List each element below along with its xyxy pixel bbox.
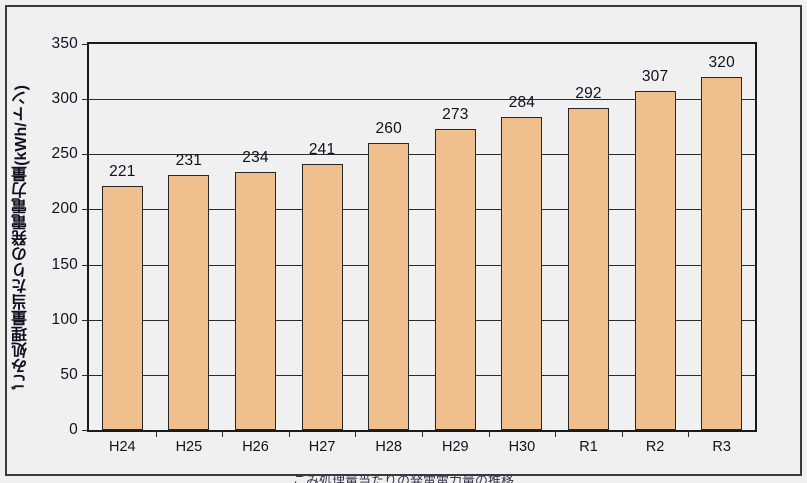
y-axis-tick-mark bbox=[82, 430, 89, 431]
y-gridline bbox=[89, 154, 755, 156]
x-axis-tick-mark bbox=[288, 430, 290, 437]
bar-value-label: 284 bbox=[508, 93, 536, 111]
y-axis-tick-mark bbox=[82, 154, 89, 156]
bar-value-label: 292 bbox=[575, 84, 602, 102]
bar-value-label: 234 bbox=[242, 148, 269, 166]
x-axis-tick-label: R2 bbox=[645, 439, 665, 455]
y-axis-title: ごみ処理量当たりの発電電力量(kWh/トン) bbox=[10, 42, 34, 432]
x-axis-tick-label: R1 bbox=[579, 439, 598, 455]
y-axis-tick-mark bbox=[82, 264, 89, 266]
bar[interactable] bbox=[501, 116, 543, 430]
y-axis-tick-mark bbox=[82, 99, 89, 101]
bar[interactable] bbox=[235, 171, 276, 430]
y-axis-tick-label: 200 bbox=[51, 200, 78, 218]
bar-value-label: 241 bbox=[308, 141, 336, 159]
bar-value-label: 231 bbox=[175, 152, 203, 170]
y-axis-tick-mark bbox=[82, 319, 89, 321]
bar[interactable] bbox=[434, 128, 476, 430]
x-axis-tick-label: H29 bbox=[441, 439, 469, 455]
bar-value-label: 273 bbox=[442, 105, 469, 123]
y-axis-tick-label: 50 bbox=[60, 365, 78, 383]
plot-area: 0 50 100 150 200 250 300 350 221 H24 231 H25 234 H26 2… bbox=[52, 35, 757, 455]
bar-value-label: 221 bbox=[109, 163, 136, 181]
x-axis-tick-label: R3 bbox=[712, 439, 731, 455]
x-axis-tick-mark bbox=[155, 430, 157, 437]
x-axis-tick-label: H24 bbox=[108, 439, 136, 455]
y-axis-tick-label: 300 bbox=[51, 90, 78, 108]
bar[interactable] bbox=[368, 143, 410, 430]
bar-value-label: 260 bbox=[375, 120, 402, 138]
x-axis-tick-mark bbox=[488, 430, 490, 437]
bar[interactable] bbox=[168, 175, 210, 430]
x-axis-tick-label: H30 bbox=[508, 439, 536, 455]
x-axis-tick-mark bbox=[422, 430, 423, 437]
y-gridline bbox=[89, 374, 755, 376]
x-axis-tick-label: H28 bbox=[375, 439, 402, 455]
x-axis-tick-mark bbox=[555, 430, 557, 437]
bar[interactable] bbox=[568, 107, 609, 430]
bar-value-label: 320 bbox=[708, 54, 735, 72]
bar-value-label: 307 bbox=[641, 68, 669, 86]
bar[interactable] bbox=[701, 77, 743, 430]
x-axis-tick-mark bbox=[688, 430, 690, 437]
x-axis-tick-label: H25 bbox=[175, 439, 203, 455]
y-gridline bbox=[89, 264, 755, 266]
y-axis-tick-mark bbox=[82, 209, 89, 211]
y-axis-tick-label: 250 bbox=[51, 145, 78, 163]
y-gridline bbox=[89, 319, 755, 321]
y-axis-tick-label: 350 bbox=[51, 35, 78, 52]
x-axis-tick-mark bbox=[222, 430, 224, 437]
y-axis-tick-mark bbox=[82, 44, 89, 45]
y-axis-tick-mark bbox=[82, 374, 89, 376]
x-axis-tick-label: H26 bbox=[242, 439, 269, 455]
y-axis-tick-label: 0 bbox=[69, 421, 78, 438]
y-gridline bbox=[89, 209, 755, 211]
x-axis-tick-label: H27 bbox=[308, 439, 336, 455]
y-axis-tick-label: 100 bbox=[51, 310, 78, 328]
y-axis-tick-label: 150 bbox=[51, 255, 78, 273]
bar[interactable] bbox=[301, 164, 343, 430]
bar[interactable] bbox=[634, 91, 676, 430]
x-axis-tick-mark bbox=[355, 430, 357, 437]
figure-caption-clipped: ごみ処理量当たりの発電電力量の推移 bbox=[292, 474, 514, 483]
y-axis-title-text: ごみ処理量当たりの発電電力量(kWh/トン) bbox=[13, 84, 30, 390]
x-axis-tick-mark bbox=[621, 430, 623, 437]
y-gridline bbox=[89, 99, 755, 101]
bar[interactable] bbox=[101, 186, 143, 430]
